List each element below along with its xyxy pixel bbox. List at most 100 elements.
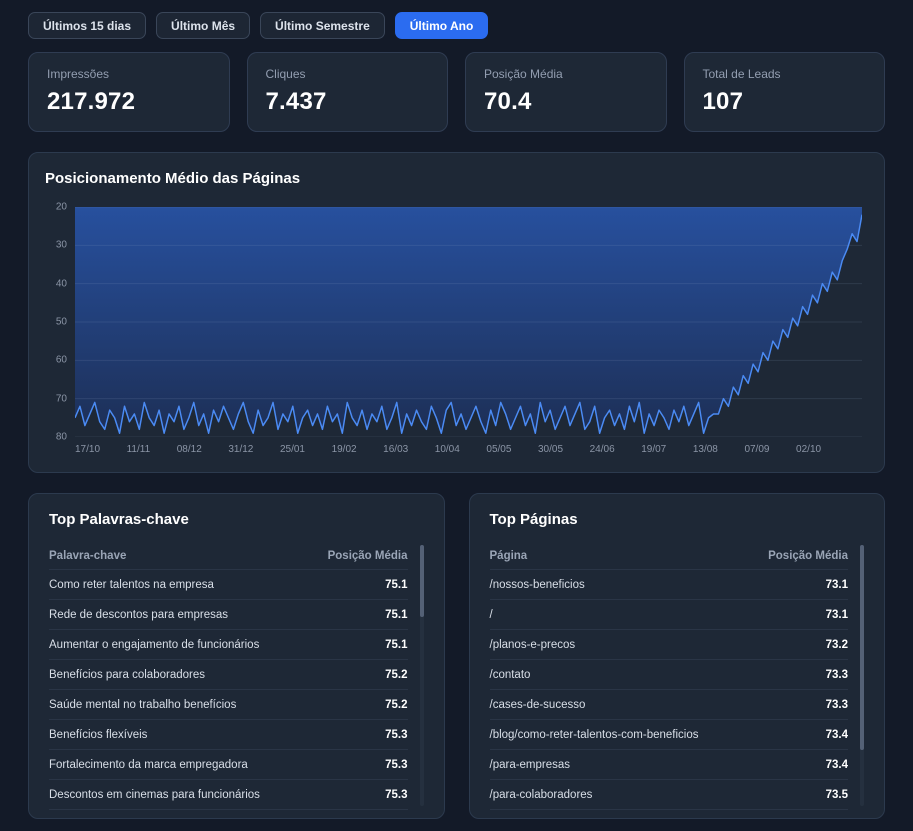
table-row: Rede de descontos para empresas 75.1 [49, 600, 408, 630]
table-row: / 73.1 [490, 600, 849, 630]
stat-label: Posição Média [484, 67, 648, 81]
table-row: /para-colaboradores 73.5 [490, 780, 849, 810]
row-label: Descontos em cinemas para funcionários [49, 789, 260, 801]
filter-button-0[interactable]: Últimos 15 dias [28, 12, 146, 39]
row-value: 75.1 [385, 639, 407, 651]
row-label: /planos-e-precos [490, 639, 576, 651]
filter-button-3[interactable]: Último Ano [395, 12, 489, 39]
stat-cards-row: Impressões217.972Cliques7.437Posição Méd… [28, 52, 885, 132]
row-label: /nossos-beneficios [490, 579, 585, 591]
row-label: Como reter talentos na empresa [49, 579, 214, 591]
row-label: Fortalecimento da marca empregadora [49, 759, 248, 771]
row-value: 73.1 [826, 609, 848, 621]
row-value: 73.5 [826, 789, 848, 801]
row-value: 75.3 [385, 759, 407, 771]
chart-panel: Posicionamento Médio das Páginas 2030405… [28, 152, 885, 473]
row-value: 73.2 [826, 639, 848, 651]
row-label: /contato [490, 669, 531, 681]
y-tick-label: 30 [56, 240, 67, 251]
pages-title: Top Páginas [490, 510, 865, 530]
x-tick-label: 24/06 [590, 444, 615, 455]
y-tick-label: 50 [56, 317, 67, 328]
stat-value: 217.972 [47, 88, 211, 116]
stat-label: Total de Leads [703, 67, 867, 81]
row-value: 73.3 [826, 669, 848, 681]
plot-area[interactable] [75, 207, 862, 437]
keywords-table: Palavra-chave Posição Média Como reter tal… [49, 543, 424, 810]
chart-area-fill [75, 207, 862, 433]
x-tick-label: 10/04 [435, 444, 460, 455]
x-tick-label: 11/11 [127, 444, 151, 455]
table-row: Benefícios flexíveis 75.3 [49, 720, 408, 750]
x-tick-label: 17/10 [75, 444, 100, 455]
keywords-panel: Top Palavras-chave Palavra-chave Posição … [28, 493, 445, 819]
table-row: Benefícios para colaboradores 75.2 [49, 660, 408, 690]
y-tick-label: 60 [56, 355, 67, 366]
row-value: 75.1 [385, 579, 407, 591]
period-filter-bar: Últimos 15 dias Último Mês Último Semestre… [28, 12, 885, 39]
table-row: Descontos em cinemas para funcionários 75… [49, 780, 408, 810]
column-header-label: Página [490, 550, 528, 562]
seo-dashboard: Últimos 15 dias Último Mês Último Semestre… [0, 0, 913, 831]
stat-value: 70.4 [484, 88, 648, 116]
x-tick-label: 05/05 [486, 444, 511, 455]
stat-card-1: Cliques 7.437 [247, 52, 449, 132]
row-value: 73.4 [826, 759, 848, 771]
row-label: Aumentar o engajamento de funcionários [49, 639, 259, 651]
row-label: /cases-de-sucesso [490, 699, 586, 711]
row-label: / [490, 609, 493, 621]
pages-panel: Top Páginas PáginaPosição Média/nossos-b… [469, 493, 886, 819]
table-header-row: Palavra-chave Posição Média [49, 543, 408, 570]
x-tick-label: 30/05 [538, 444, 563, 455]
row-value: 75.3 [385, 729, 407, 741]
row-value: 73.4 [826, 729, 848, 741]
filter-button-1[interactable]: Último Mês [156, 12, 250, 39]
y-axis: 20304050607080 [45, 207, 75, 437]
area-line-chart [75, 207, 862, 437]
table-row: Fortalecimento da marca empregadora 75.3 [49, 750, 408, 780]
x-tick-label: 07/09 [744, 444, 769, 455]
row-label: Benefícios flexíveis [49, 729, 147, 741]
x-tick-label: 13/08 [693, 444, 718, 455]
table-row: /planos-e-precos 73.2 [490, 630, 849, 660]
keywords-scrollbar-track[interactable] [420, 545, 424, 806]
stat-value: 7.437 [266, 88, 430, 116]
table-header-row: PáginaPosição Média [490, 543, 849, 570]
row-value: 75.1 [385, 609, 407, 621]
x-tick-label: 25/01 [280, 444, 305, 455]
table-row: /contato 73.3 [490, 660, 849, 690]
stat-label: Cliques [266, 67, 430, 81]
pages-scrollbar-thumb[interactable] [860, 545, 864, 750]
row-label: /blog/como-reter-talentos-com-beneficios [490, 729, 699, 741]
table-row: Saúde mental no trabalho benefícios 75.2 [49, 690, 408, 720]
table-row: /nossos-beneficios73.1 [490, 570, 849, 600]
row-label: Rede de descontos para empresas [49, 609, 228, 621]
keywords-scrollbar-thumb[interactable] [420, 545, 424, 617]
y-tick-label: 70 [56, 393, 67, 404]
row-value: 75.3 [385, 789, 407, 801]
chart-body: 20304050607080 [45, 207, 862, 437]
row-label: Benefícios para colaboradores [49, 669, 205, 681]
table-row: Aumentar o engajamento de funcionários 75… [49, 630, 408, 660]
keywords-title: Top Palavras-chave [49, 510, 424, 530]
chart-title: Posicionamento Médio das Páginas [45, 169, 862, 189]
column-header-value: Posição Média [328, 550, 408, 562]
row-label: /para-colaboradores [490, 789, 593, 801]
y-tick-label: 20 [56, 202, 67, 213]
row-value: 75.2 [385, 699, 407, 711]
row-label: /para-empresas [490, 759, 571, 771]
stat-card-3: Total de Leads107 [684, 52, 886, 132]
x-tick-label: 19/02 [332, 444, 357, 455]
x-tick-label: 02/10 [796, 444, 821, 455]
table-row: /para-empresas 73.4 [490, 750, 849, 780]
x-axis: 17/1011/1108/1231/1225/0119/0216/0310/04… [75, 444, 821, 455]
stat-card-2: Posição Média 70.4 [465, 52, 667, 132]
pages-scrollbar-track[interactable] [860, 545, 864, 806]
row-label: Saúde mental no trabalho benefícios [49, 699, 236, 711]
column-header-label: Palavra-chave [49, 550, 126, 562]
table-row: Como reter talentos na empresa 75.1 [49, 570, 408, 600]
row-value: 75.2 [385, 669, 407, 681]
table-row: /blog/como-reter-talentos-com-beneficios… [490, 720, 849, 750]
filter-button-2[interactable]: Último Semestre [260, 12, 385, 39]
y-tick-label: 80 [56, 432, 67, 443]
